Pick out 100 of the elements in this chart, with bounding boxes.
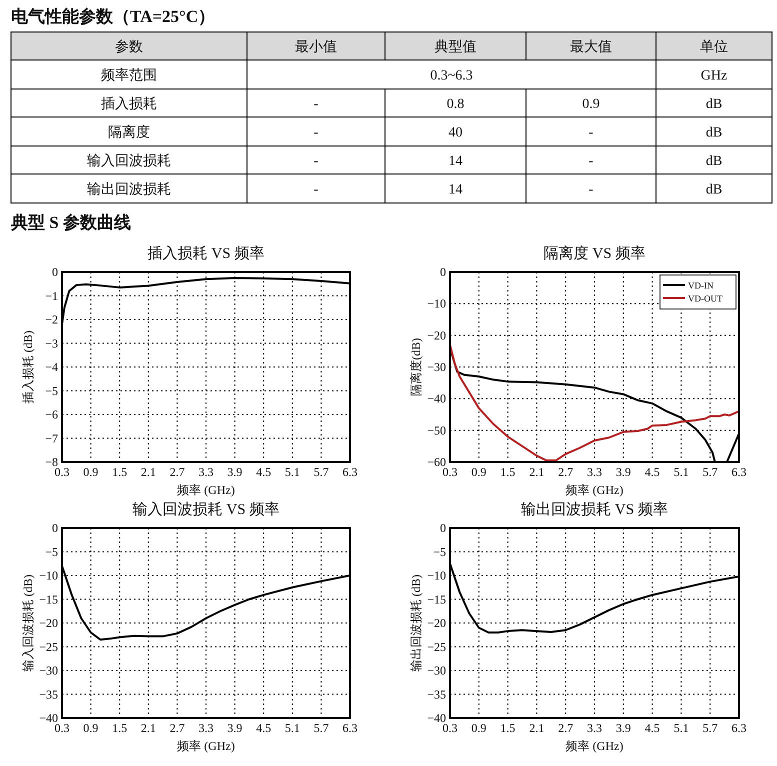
y-tick-label: −3 xyxy=(45,336,58,350)
text: dB xyxy=(706,97,722,112)
text: 0.8 xyxy=(446,97,464,112)
legend-label: VD-OUT xyxy=(688,294,723,304)
x-tick-label: 6.3 xyxy=(342,465,358,479)
y-tick-label: −10 xyxy=(39,568,58,582)
x-tick-label: 2.1 xyxy=(140,721,156,735)
y-tick-label: −15 xyxy=(39,592,58,606)
text: dB xyxy=(706,182,722,198)
text: 输出回波损耗 xyxy=(87,182,171,198)
x-tick-label: 6.3 xyxy=(342,721,358,735)
x-tick-label: 1.5 xyxy=(112,721,128,735)
y-tick-label: −1 xyxy=(45,288,58,303)
x-tick-label: 0.9 xyxy=(471,465,486,479)
x-tick-label: 0.9 xyxy=(83,465,98,479)
y-tick-label: −10 xyxy=(427,568,446,582)
y-tick-label: −30 xyxy=(427,360,446,374)
chart-title: 输入回波损耗 VS 频率 xyxy=(132,501,280,518)
text: GHz xyxy=(700,68,728,84)
text: 0.3~6.3 xyxy=(430,68,473,84)
x-tick-label: 5.1 xyxy=(284,721,300,735)
text: - xyxy=(314,182,319,198)
text: - xyxy=(314,97,319,112)
x-tick-label: 2.7 xyxy=(558,721,574,735)
y-tick-label: −10 xyxy=(427,296,446,311)
x-tick-label: 2.7 xyxy=(170,721,185,735)
text: 典型值 xyxy=(434,39,476,55)
x-tick-label: 2.1 xyxy=(140,465,156,479)
y-tick-label: −25 xyxy=(39,640,58,654)
y-tick-label: −25 xyxy=(427,640,446,654)
chart-title: 输出回波损耗 VS 频率 xyxy=(521,501,668,518)
x-tick-label: 5.1 xyxy=(674,465,689,479)
x-tick-label: 5.7 xyxy=(314,721,329,735)
x-tick-label: 3.9 xyxy=(227,465,242,479)
y-axis-title: 输出回波损耗 (dB) xyxy=(409,574,423,672)
x-tick-label: 2.7 xyxy=(170,465,185,479)
text: 隔离度 xyxy=(108,124,150,140)
y-tick-label: −40 xyxy=(427,392,446,406)
x-tick-label: 4.5 xyxy=(644,721,660,735)
text: 14 xyxy=(448,182,462,198)
x-tick-label: 5.7 xyxy=(314,465,329,479)
x-tick-label: 1.5 xyxy=(500,465,516,479)
x-tick-label: 5.1 xyxy=(674,721,689,735)
text: 最小值 xyxy=(295,39,337,55)
text: - xyxy=(588,126,594,140)
x-tick-label: 3.3 xyxy=(198,721,214,735)
y-tick-label: −7 xyxy=(45,431,58,446)
y-tick-label: 0 xyxy=(440,265,446,279)
chart-title: 插入损耗 VS 频率 xyxy=(148,245,264,262)
text: - xyxy=(588,154,594,169)
x-tick-label: 3.3 xyxy=(587,465,602,479)
x-tick-label: 4.5 xyxy=(256,465,272,479)
x-tick-label: 5.7 xyxy=(702,465,718,479)
y-tick-label: 0 xyxy=(52,265,58,279)
x-axis-title: 频率 (GHz) xyxy=(566,739,624,753)
y-axis-title: 隔离度(dB) xyxy=(409,338,423,396)
text: dB xyxy=(706,154,722,169)
text: 最大值 xyxy=(570,39,612,55)
x-tick-label: 4.5 xyxy=(256,721,272,735)
x-axis-title: 频率 (GHz) xyxy=(177,739,235,753)
text: 典型 S 参数曲线 xyxy=(10,213,131,232)
x-tick-label: 3.9 xyxy=(616,721,631,735)
y-tick-label: −20 xyxy=(427,328,446,342)
y-tick-label: −5 xyxy=(45,384,58,398)
text: 40 xyxy=(448,126,462,140)
x-tick-label: 1.5 xyxy=(500,721,516,735)
y-tick-label: −6 xyxy=(45,408,58,422)
y-axis-title: 输入回波损耗 (dB) xyxy=(21,574,35,672)
text: 插入损耗 xyxy=(101,96,157,112)
x-tick-label: 1.5 xyxy=(112,465,128,479)
x-tick-label: 4.5 xyxy=(644,465,660,479)
x-tick-label: 2.1 xyxy=(529,465,544,479)
chart-title: 隔离度 VS 频率 xyxy=(544,245,646,262)
y-tick-label: −35 xyxy=(39,687,58,702)
x-tick-label: 3.9 xyxy=(227,721,242,735)
y-axis-title: 插入损耗 (dB) xyxy=(21,330,35,404)
x-tick-label: 6.3 xyxy=(732,465,746,479)
text: 0.9 xyxy=(582,97,600,112)
y-tick-label: 0 xyxy=(440,521,446,535)
x-tick-label: 5.7 xyxy=(702,721,718,735)
y-tick-label: −20 xyxy=(39,616,58,630)
y-tick-label: −20 xyxy=(427,616,446,630)
x-tick-label: 0.9 xyxy=(83,721,98,735)
y-tick-label: −5 xyxy=(433,544,446,559)
y-tick-label: −5 xyxy=(45,544,58,559)
legend-label: VD-IN xyxy=(688,280,714,290)
x-tick-label: 6.3 xyxy=(732,721,746,735)
x-tick-label: 5.1 xyxy=(284,465,300,479)
y-tick-label: −4 xyxy=(45,360,58,374)
text: 单位 xyxy=(700,39,728,55)
x-tick-label: 3.3 xyxy=(587,721,602,735)
y-tick-label: −35 xyxy=(427,687,446,702)
x-tick-label: 0.9 xyxy=(471,721,486,735)
text: - xyxy=(314,126,319,140)
y-tick-label: 0 xyxy=(52,521,58,535)
text: 频率范围 xyxy=(101,68,157,84)
x-axis-title: 频率 (GHz) xyxy=(177,483,235,497)
y-tick-label: −2 xyxy=(45,312,58,326)
x-tick-label: 2.7 xyxy=(558,465,574,479)
x-tick-label: 2.1 xyxy=(529,721,544,735)
